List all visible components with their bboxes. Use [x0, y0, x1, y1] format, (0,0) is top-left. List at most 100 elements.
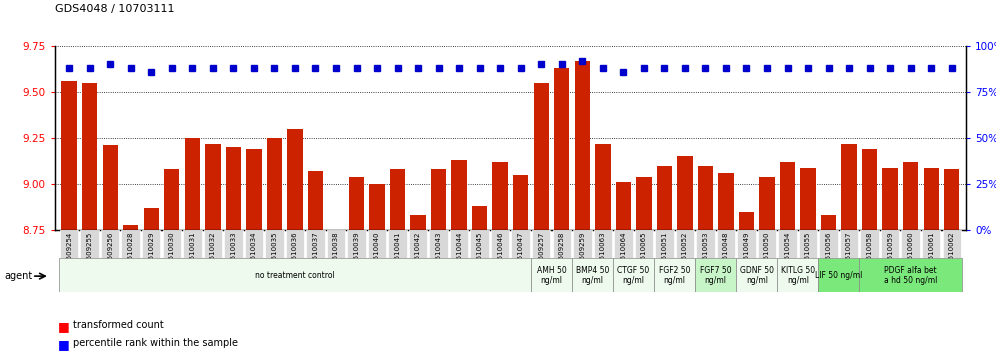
- FancyBboxPatch shape: [531, 258, 572, 292]
- Text: GSM510029: GSM510029: [148, 232, 154, 274]
- Text: GSM509257: GSM509257: [538, 232, 544, 274]
- FancyBboxPatch shape: [59, 258, 531, 292]
- FancyBboxPatch shape: [880, 230, 899, 258]
- Bar: [184, 138, 200, 230]
- Bar: [513, 175, 529, 230]
- FancyBboxPatch shape: [122, 230, 140, 258]
- FancyBboxPatch shape: [861, 230, 878, 258]
- Text: GSM510038: GSM510038: [333, 232, 339, 274]
- Bar: [389, 169, 405, 230]
- FancyBboxPatch shape: [736, 258, 777, 292]
- Bar: [903, 162, 918, 230]
- FancyBboxPatch shape: [840, 230, 859, 258]
- FancyBboxPatch shape: [512, 230, 530, 258]
- FancyBboxPatch shape: [758, 230, 776, 258]
- Text: FGF7 50
ng/ml: FGF7 50 ng/ml: [700, 266, 731, 285]
- Bar: [862, 149, 877, 230]
- Text: GDS4048 / 10703111: GDS4048 / 10703111: [55, 4, 174, 13]
- Text: GSM510051: GSM510051: [661, 232, 667, 274]
- FancyBboxPatch shape: [654, 258, 695, 292]
- Bar: [267, 138, 282, 230]
- Text: GSM510033: GSM510033: [230, 232, 236, 274]
- FancyBboxPatch shape: [901, 230, 920, 258]
- Text: GSM510057: GSM510057: [847, 232, 853, 274]
- FancyBboxPatch shape: [265, 230, 284, 258]
- Text: GSM509258: GSM509258: [559, 232, 565, 274]
- Bar: [554, 68, 570, 230]
- FancyBboxPatch shape: [183, 230, 201, 258]
- Text: GSM510065: GSM510065: [640, 232, 646, 274]
- Text: GSM510061: GSM510061: [928, 232, 934, 274]
- Text: GSM510032: GSM510032: [210, 232, 216, 274]
- Text: GSM510056: GSM510056: [826, 232, 832, 274]
- FancyBboxPatch shape: [142, 230, 160, 258]
- Bar: [164, 169, 179, 230]
- Bar: [636, 177, 651, 230]
- FancyBboxPatch shape: [860, 258, 962, 292]
- Bar: [821, 215, 837, 230]
- Text: transformed count: transformed count: [73, 320, 163, 330]
- FancyBboxPatch shape: [737, 230, 756, 258]
- Bar: [287, 129, 303, 230]
- Text: GSM510052: GSM510052: [682, 232, 688, 274]
- Bar: [923, 167, 939, 230]
- Bar: [698, 166, 713, 230]
- Bar: [308, 171, 323, 230]
- FancyBboxPatch shape: [594, 230, 613, 258]
- FancyBboxPatch shape: [573, 230, 592, 258]
- Text: GSM510049: GSM510049: [743, 232, 750, 274]
- Bar: [575, 61, 590, 230]
- Text: GSM510048: GSM510048: [723, 232, 729, 274]
- Bar: [124, 224, 138, 230]
- FancyBboxPatch shape: [60, 230, 79, 258]
- FancyBboxPatch shape: [368, 230, 386, 258]
- FancyBboxPatch shape: [799, 230, 818, 258]
- Text: agent: agent: [4, 271, 32, 281]
- Text: KITLG 50
ng/ml: KITLG 50 ng/ml: [781, 266, 815, 285]
- FancyBboxPatch shape: [942, 230, 961, 258]
- Bar: [370, 184, 384, 230]
- Bar: [677, 156, 692, 230]
- Text: GSM510058: GSM510058: [867, 232, 872, 274]
- FancyBboxPatch shape: [81, 230, 99, 258]
- FancyBboxPatch shape: [429, 230, 448, 258]
- Text: GSM510059: GSM510059: [887, 232, 893, 274]
- Text: GSM509254: GSM509254: [66, 232, 72, 274]
- FancyBboxPatch shape: [532, 230, 551, 258]
- Bar: [82, 83, 98, 230]
- Text: ■: ■: [58, 338, 70, 351]
- FancyBboxPatch shape: [777, 258, 819, 292]
- FancyBboxPatch shape: [572, 258, 614, 292]
- Text: GSM510046: GSM510046: [497, 232, 503, 274]
- Text: GDNF 50
ng/ml: GDNF 50 ng/ml: [740, 266, 774, 285]
- FancyBboxPatch shape: [408, 230, 427, 258]
- FancyBboxPatch shape: [655, 230, 673, 258]
- FancyBboxPatch shape: [615, 230, 632, 258]
- Bar: [451, 160, 467, 230]
- Text: GSM510039: GSM510039: [354, 232, 360, 274]
- Bar: [226, 147, 241, 230]
- Text: GSM510062: GSM510062: [949, 232, 955, 274]
- FancyBboxPatch shape: [306, 230, 325, 258]
- Bar: [410, 215, 425, 230]
- Text: GSM510034: GSM510034: [251, 232, 257, 274]
- FancyBboxPatch shape: [553, 230, 571, 258]
- Text: GSM510037: GSM510037: [313, 232, 319, 274]
- Bar: [349, 177, 365, 230]
- Text: AMH 50
ng/ml: AMH 50 ng/ml: [537, 266, 567, 285]
- FancyBboxPatch shape: [634, 230, 653, 258]
- Text: GSM509259: GSM509259: [580, 232, 586, 274]
- Text: CTGF 50
ng/ml: CTGF 50 ng/ml: [618, 266, 649, 285]
- FancyBboxPatch shape: [491, 230, 509, 258]
- Text: GSM510050: GSM510050: [764, 232, 770, 274]
- Text: GSM510053: GSM510053: [702, 232, 708, 274]
- Text: GSM510054: GSM510054: [785, 232, 791, 274]
- Text: GSM510035: GSM510035: [271, 232, 278, 274]
- Bar: [143, 208, 159, 230]
- Text: GSM509256: GSM509256: [108, 232, 114, 274]
- Text: GSM510031: GSM510031: [189, 232, 195, 274]
- Bar: [246, 149, 262, 230]
- FancyBboxPatch shape: [778, 230, 797, 258]
- Bar: [62, 81, 77, 230]
- FancyBboxPatch shape: [203, 230, 222, 258]
